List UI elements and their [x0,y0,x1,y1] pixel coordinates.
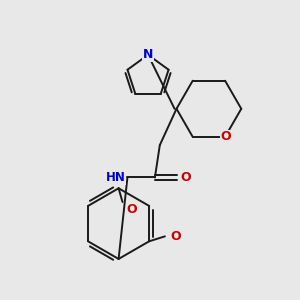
Text: O: O [171,230,182,243]
Text: HN: HN [106,171,125,184]
Text: N: N [143,48,153,61]
Text: O: O [126,203,137,216]
Text: O: O [221,130,231,143]
Text: O: O [180,171,191,184]
